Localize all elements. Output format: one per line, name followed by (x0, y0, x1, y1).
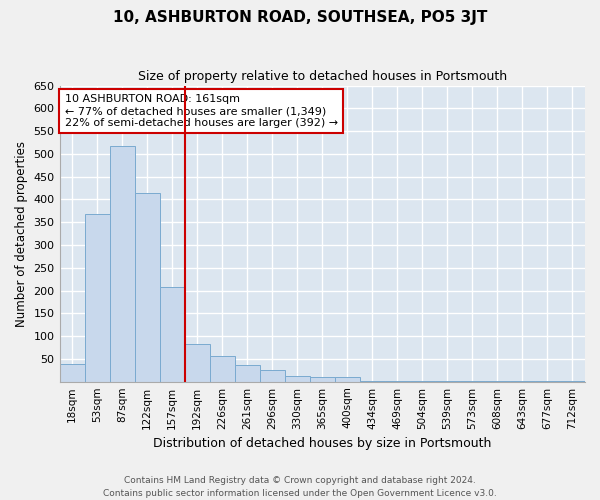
Bar (185, 344, 209, 382)
Bar (160, 288, 185, 382)
Bar (560, 381, 585, 382)
Bar (335, 377, 360, 382)
Bar (460, 381, 485, 382)
Bar (310, 377, 335, 382)
Bar (59, 364, 85, 382)
Bar (510, 381, 535, 382)
Bar (209, 356, 235, 382)
Text: Contains HM Land Registry data © Crown copyright and database right 2024.: Contains HM Land Registry data © Crown c… (124, 476, 476, 485)
Text: 10 ASHBURTON ROAD: 161sqm
← 77% of detached houses are smaller (1,349)
22% of se: 10 ASHBURTON ROAD: 161sqm ← 77% of detac… (65, 94, 338, 128)
Title: Size of property relative to detached houses in Portsmouth: Size of property relative to detached ho… (138, 70, 507, 83)
Text: 10, ASHBURTON ROAD, SOUTHSEA, PO5 3JT: 10, ASHBURTON ROAD, SOUTHSEA, PO5 3JT (113, 10, 487, 25)
Bar (110, 146, 134, 382)
Y-axis label: Number of detached properties: Number of detached properties (15, 140, 28, 326)
Bar (485, 381, 510, 382)
X-axis label: Distribution of detached houses by size in Portsmouth: Distribution of detached houses by size … (153, 437, 491, 450)
Bar (385, 381, 410, 382)
Bar (360, 381, 385, 382)
Bar (235, 365, 260, 382)
Bar (535, 381, 560, 382)
Bar (410, 381, 435, 382)
Bar (285, 376, 310, 382)
Text: Contains public sector information licensed under the Open Government Licence v3: Contains public sector information licen… (103, 488, 497, 498)
Bar (85, 214, 110, 382)
Bar (134, 192, 160, 382)
Bar (435, 381, 460, 382)
Bar (260, 370, 285, 382)
